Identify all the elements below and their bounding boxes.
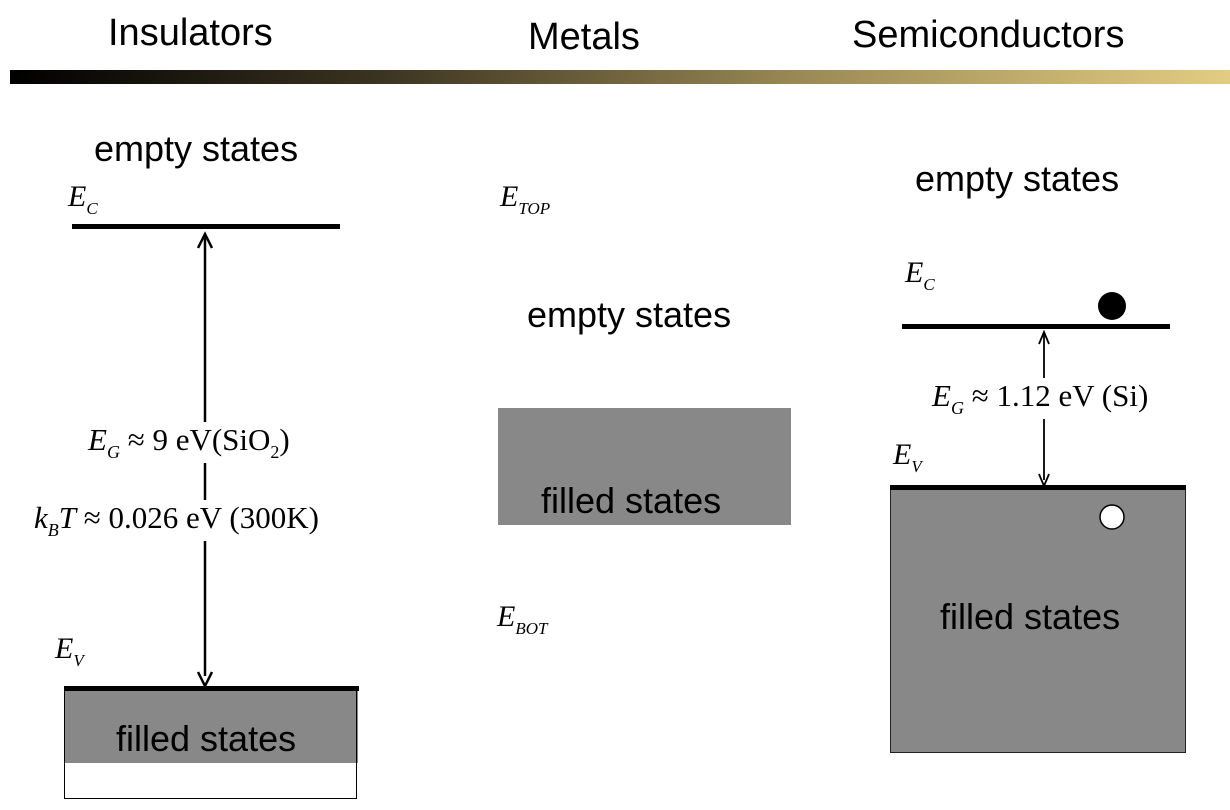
semiconductor-gap-arrow-head-down <box>1038 473 1050 489</box>
insulator-gap-arrow-head-up <box>196 231 214 249</box>
insulator-filled-states: filled states <box>116 718 297 759</box>
insulators-heading: Insulators <box>108 12 273 54</box>
semiconductor-ec-label: EC <box>905 256 935 294</box>
semiconductor-filled-states: filled states <box>940 596 1121 637</box>
electron-dot <box>1098 292 1126 320</box>
semiconductor-gap-equation: EG ≈ 1.12 eV (Si) <box>928 378 1153 419</box>
insulator-gap-equation: EG ≈ 9 eV(SiO2) <box>84 422 294 463</box>
insulator-filled-band <box>65 690 358 763</box>
semiconductor-gap-arrow-head-up <box>1038 329 1050 345</box>
metal-ebot-label: EBOT <box>497 600 548 638</box>
insulator-empty-states: empty states <box>94 128 299 169</box>
insulator-valence-band-edge <box>64 686 359 691</box>
insulator-ec-label: EC <box>68 180 98 218</box>
semiconductor-empty-states: empty states <box>915 158 1120 199</box>
metal-empty-states: empty states <box>527 294 732 335</box>
metal-etop-label: ETOP <box>500 180 551 218</box>
insulator-conduction-band-edge <box>72 224 340 229</box>
insulator-kbt-equation: kBT ≈ 0.026 eV (300K) <box>30 500 323 541</box>
hole-circle <box>1099 504 1125 530</box>
semiconductor-valence-band-edge <box>890 485 1186 490</box>
metal-filled-band <box>498 408 791 525</box>
semiconductors-heading: Semiconductors <box>852 14 1125 56</box>
semiconductor-filled-band <box>890 487 1186 753</box>
header-gradient-rule <box>10 70 1230 84</box>
semiconductor-conduction-band-edge <box>902 324 1170 329</box>
metal-filled-states: filled states <box>541 480 722 521</box>
insulator-ev-label: EV <box>55 632 84 670</box>
semiconductor-ev-label: EV <box>893 438 922 476</box>
insulator-gap-arrow-head-down <box>196 671 214 689</box>
metals-heading: Metals <box>528 16 640 58</box>
